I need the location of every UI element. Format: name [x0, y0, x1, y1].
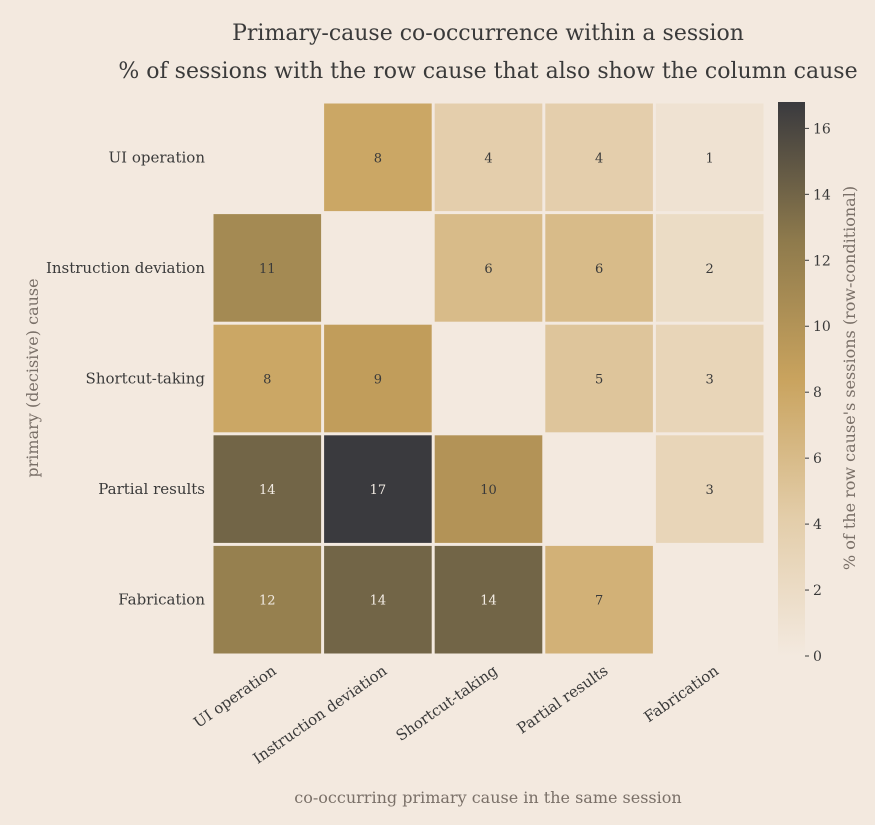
- colorbar-tick-label: 8: [813, 385, 822, 401]
- cell-value-label: 7: [595, 594, 603, 609]
- heatmap-cell: [545, 324, 653, 433]
- heatmap-cells: 8 4 4 111 6 6 28 9 5 314 17 10 312 14 14 7: [213, 103, 764, 654]
- row-tick-label: Instruction deviation: [46, 259, 205, 277]
- heatmap-cell: [213, 324, 322, 433]
- colorbar-title: % of the row cause's sessions (row-condi…: [840, 186, 859, 570]
- cell-value-label: 3: [706, 373, 714, 388]
- heatmap-cell: [324, 435, 432, 543]
- cell-value-label: 9: [374, 373, 382, 388]
- column-tick-label: Shortcut-taking: [393, 661, 501, 744]
- cell-value-label: 11: [259, 262, 276, 277]
- colorbar-tick-label: 6: [813, 451, 822, 467]
- cell-value-label: 8: [263, 373, 271, 388]
- chart-title: Primary-cause co-occurrence within a ses…: [232, 21, 744, 46]
- cell-value-label: 8: [374, 151, 382, 166]
- cell-value-label: 14: [370, 594, 387, 609]
- heatmap-cell: [434, 214, 543, 322]
- cell-value-label: 4: [484, 151, 492, 166]
- cell-value-label: 10: [480, 483, 497, 498]
- colorbar-tick-label: 0: [813, 649, 822, 665]
- heatmap-cell: [434, 435, 543, 543]
- heatmap-cell: [324, 324, 432, 433]
- colorbar-tick-label: 10: [813, 319, 831, 335]
- colorbar-tick-label: 2: [813, 583, 822, 599]
- heatmap-cell: [545, 103, 653, 212]
- column-tick-label: Partial results: [514, 662, 612, 738]
- column-tick-label: UI operation: [190, 661, 280, 731]
- heatmap-cell: [213, 545, 322, 654]
- colorbar-tick-label: 14: [813, 187, 831, 203]
- row-tick-label: Shortcut-taking: [86, 370, 206, 388]
- colorbar-gradient: [778, 102, 805, 656]
- cell-value-label: 2: [706, 262, 714, 277]
- cell-value-label: 3: [706, 483, 714, 498]
- heatmap-cell: [545, 545, 653, 654]
- cell-value-label: 6: [484, 262, 492, 277]
- row-tick-label: UI operation: [109, 148, 206, 166]
- chart-subtitle: % of sessions with the row cause that al…: [118, 59, 857, 84]
- colorbar-tick-label: 12: [813, 253, 831, 269]
- heatmap-cell: [324, 545, 432, 654]
- heatmap-cell: [545, 214, 653, 322]
- colorbar: 0 2 4 6 8 10 12 14 16: [778, 102, 831, 665]
- cell-value-label: 14: [259, 483, 276, 498]
- heatmap-cell: [434, 103, 543, 212]
- row-tick-label: Partial results: [98, 480, 205, 498]
- column-tick-label: Fabrication: [641, 661, 723, 726]
- cell-value-label: 6: [595, 262, 603, 277]
- cell-value-label: 14: [480, 594, 497, 609]
- heatmap-cell: [434, 545, 543, 654]
- cell-value-label: 5: [595, 373, 603, 388]
- heatmap-cell: [655, 435, 764, 543]
- colorbar-tick-label: 16: [813, 121, 831, 137]
- y-axis-title: primary (decisive) cause: [23, 278, 42, 477]
- cell-value-label: 12: [259, 594, 276, 609]
- heatmap-cell: [655, 324, 764, 433]
- x-axis-title: co-occurring primary cause in the same s…: [294, 788, 681, 807]
- heatmap-cell: [213, 214, 322, 322]
- colorbar-tick-label: 4: [813, 517, 822, 533]
- cell-value-label: 17: [370, 483, 387, 498]
- row-labels: UI operation Instruction deviation Shortcu…: [46, 148, 205, 608]
- cell-value-label: 1: [706, 151, 714, 166]
- heatmap-cell: [213, 435, 322, 543]
- heatmap-cell: [655, 103, 764, 212]
- row-tick-label: Fabrication: [118, 591, 205, 609]
- heatmap-cell: [324, 103, 432, 212]
- heatmap-cell: [655, 214, 764, 322]
- cell-value-label: 4: [595, 151, 603, 166]
